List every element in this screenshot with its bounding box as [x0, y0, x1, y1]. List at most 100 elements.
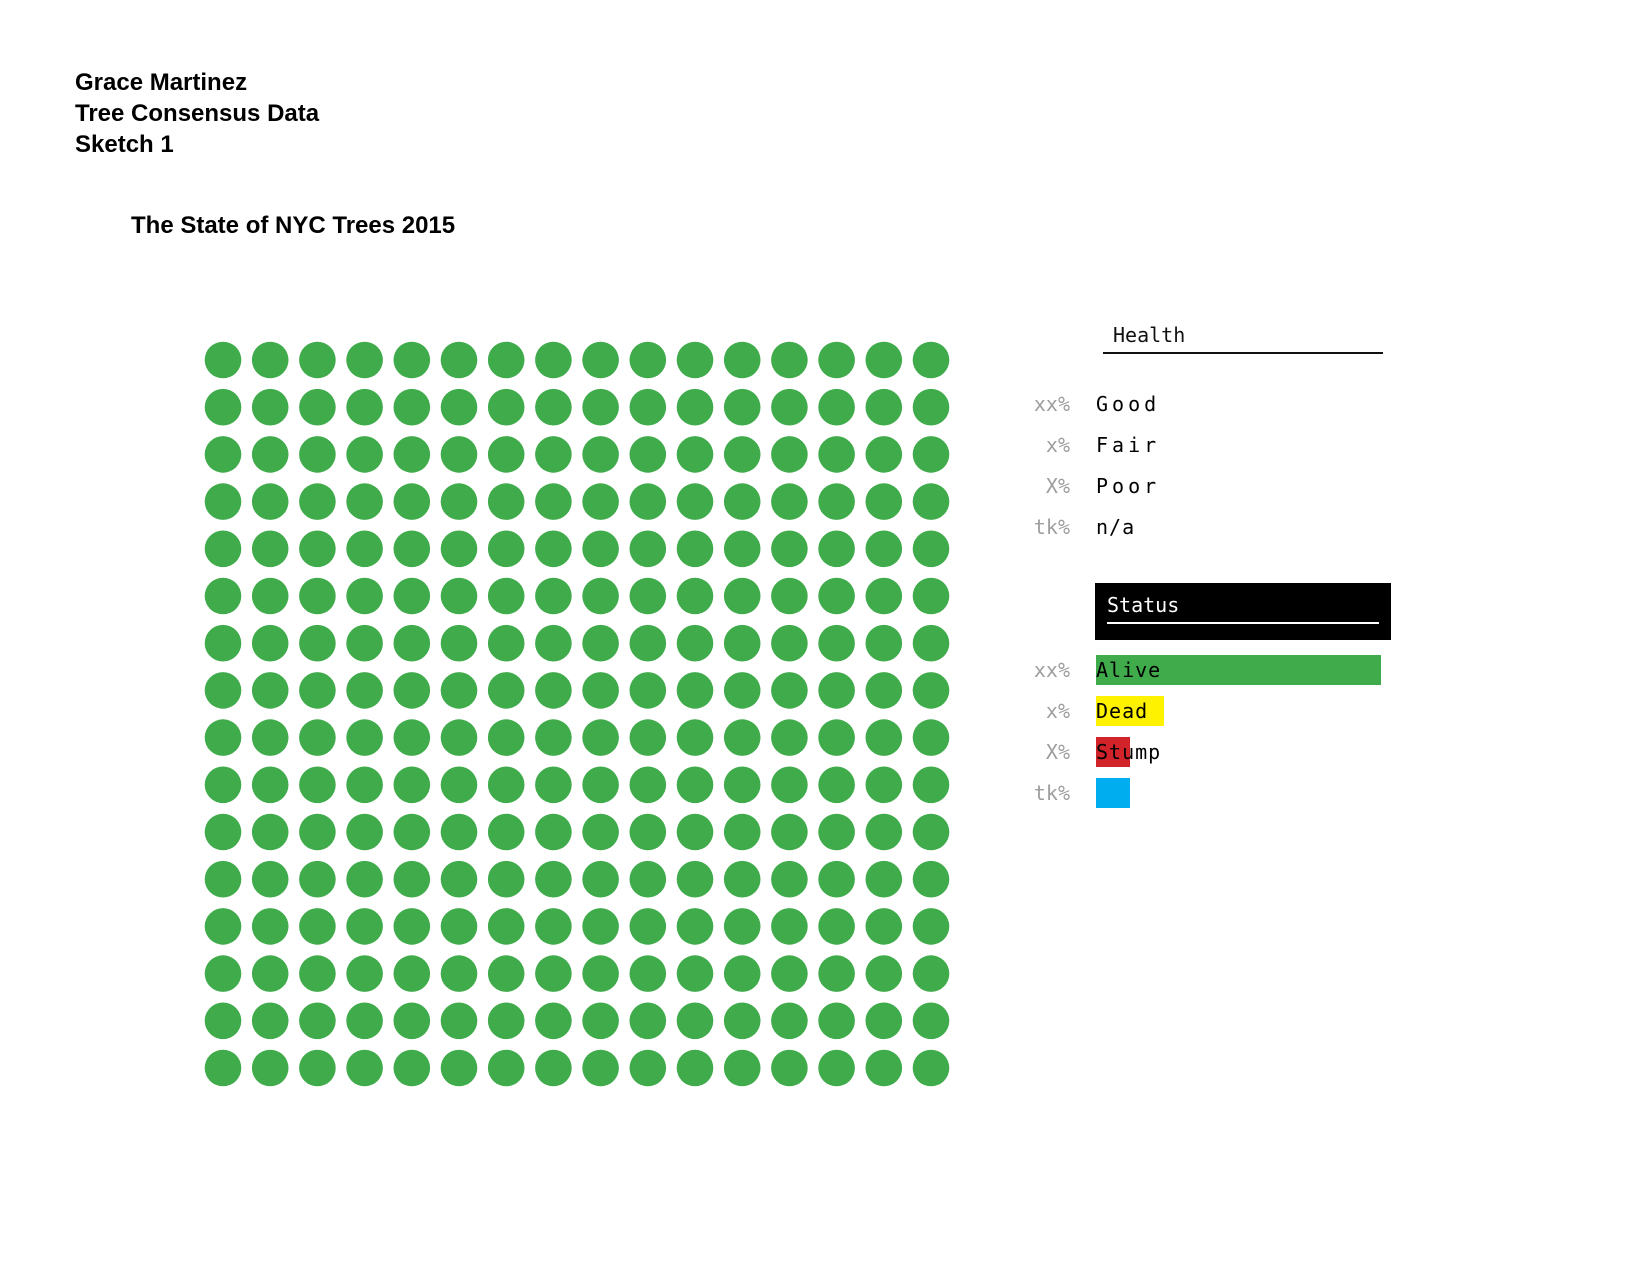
waffle-dot [393, 813, 431, 851]
waffle-dot [487, 388, 525, 426]
waffle-dot [251, 860, 289, 898]
waffle-dot [582, 577, 619, 615]
waffle-dot [818, 813, 855, 851]
waffle-dot [582, 624, 619, 662]
waffle-dot [676, 577, 714, 615]
waffle-dot [771, 530, 808, 568]
waffle-dot [771, 719, 808, 756]
waffle-dot [204, 672, 242, 709]
waffle-dot [346, 766, 383, 804]
waffle-dot [723, 813, 761, 851]
waffle-dot [771, 766, 808, 804]
waffle-dot [582, 908, 619, 945]
waffle-dot [582, 955, 619, 992]
waffle-dot [535, 813, 572, 851]
waffle-dot [204, 436, 242, 473]
waffle-dot [535, 672, 572, 709]
waffle-dot [440, 530, 478, 568]
waffle-dot [346, 813, 383, 851]
status-row-dead: x% Dead [0, 696, 1650, 726]
waffle-dot [676, 672, 714, 709]
waffle-dot [865, 719, 903, 756]
waffle-dot [393, 624, 431, 662]
waffle-dot [629, 908, 667, 945]
waffle-dot [204, 908, 242, 945]
waffle-dot [582, 719, 619, 756]
status-pct: x% [1045, 699, 1070, 723]
waffle-dot [251, 766, 289, 804]
waffle-dot [440, 436, 478, 473]
status-legend-title: Status [1107, 593, 1379, 624]
waffle-dot [204, 1002, 242, 1040]
waffle-dot [440, 719, 478, 756]
waffle-dot [771, 483, 808, 520]
waffle-dot [346, 530, 383, 568]
waffle-dot [535, 436, 572, 473]
waffle-dot [629, 483, 667, 520]
waffle-dot [487, 813, 525, 851]
waffle-dot [346, 1049, 383, 1087]
waffle-dot [535, 483, 572, 520]
waffle-dot [299, 1002, 336, 1040]
waffle-dot [818, 766, 855, 804]
waffle-dot [629, 388, 667, 426]
waffle-dot [818, 388, 855, 426]
waffle-dot [818, 672, 855, 709]
waffle-dot [771, 436, 808, 473]
waffle-dot [535, 955, 572, 992]
status-label: Stump [1096, 740, 1162, 764]
status-bar [1096, 696, 1164, 726]
author-name: Grace Martinez [75, 69, 248, 96]
waffle-dot [629, 860, 667, 898]
waffle-dot [299, 1049, 336, 1087]
waffle-dot [251, 388, 289, 426]
waffle-dot [204, 483, 242, 520]
waffle-dot [912, 436, 950, 473]
waffle-dot [393, 483, 431, 520]
waffle-dot [346, 483, 383, 520]
waffle-dot [346, 577, 383, 615]
waffle-dot [299, 341, 336, 379]
waffle-dot [771, 1049, 808, 1087]
waffle-dot [818, 908, 855, 945]
waffle-dot [818, 624, 855, 662]
waffle-dot [582, 1002, 619, 1040]
status-pct: tk% [1033, 781, 1070, 805]
waffle-dot [676, 813, 714, 851]
waffle-dot [676, 388, 714, 426]
waffle-dot [487, 530, 525, 568]
waffle-dot [629, 624, 667, 662]
health-row-na: tk% n/a [0, 512, 1650, 542]
waffle-dot [723, 1002, 761, 1040]
waffle-dot [629, 436, 667, 473]
waffle-dot [629, 766, 667, 804]
waffle-dot [299, 483, 336, 520]
waffle-dot [723, 436, 761, 473]
waffle-dot [393, 719, 431, 756]
waffle-dot [204, 719, 242, 756]
waffle-dot [912, 719, 950, 756]
waffle-dot [771, 672, 808, 709]
waffle-dot [912, 388, 950, 426]
waffle-dot [251, 955, 289, 992]
waffle-dot [393, 1049, 431, 1087]
health-row-fair: x% Fair [0, 430, 1650, 460]
waffle-dot [251, 908, 289, 945]
waffle-dot [771, 860, 808, 898]
waffle-dot [535, 624, 572, 662]
waffle-dot [771, 955, 808, 992]
waffle-dot [723, 860, 761, 898]
waffle-dot [582, 766, 619, 804]
waffle-dot [393, 766, 431, 804]
waffle-dot [299, 436, 336, 473]
waffle-dot [912, 1049, 950, 1087]
waffle-dot [487, 436, 525, 473]
status-pct: xx% [1033, 658, 1070, 682]
waffle-dot [912, 483, 950, 520]
status-bar [1096, 655, 1381, 685]
waffle-dot [818, 860, 855, 898]
waffle-dot [582, 1049, 619, 1087]
waffle-dot [535, 388, 572, 426]
waffle-dot [487, 955, 525, 992]
waffle-dot [676, 1049, 714, 1087]
